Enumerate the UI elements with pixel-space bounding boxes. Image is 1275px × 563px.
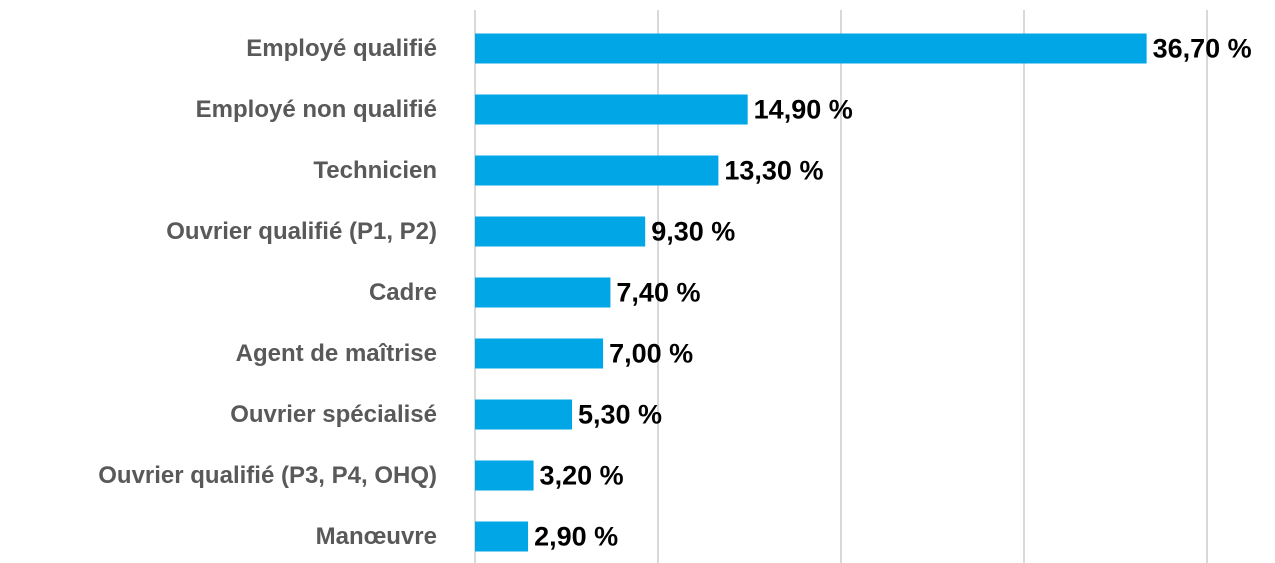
value-label: 3,20 %	[540, 461, 624, 491]
bar	[475, 521, 529, 552]
bar	[475, 338, 604, 369]
y-tick-label: Ouvrier qualifié (P1, P2)	[166, 218, 437, 245]
y-tick-label: Ouvrier qualifié (P3, P4, OHQ)	[98, 462, 437, 489]
bar	[475, 399, 572, 430]
bar	[475, 277, 611, 308]
bar	[475, 460, 534, 491]
y-tick-label: Technicien	[313, 157, 437, 184]
bar	[475, 216, 646, 247]
value-label: 2,90 %	[534, 522, 618, 552]
value-label: 7,40 %	[616, 278, 700, 308]
bar	[475, 155, 719, 186]
value-label: 5,30 %	[578, 400, 662, 430]
bar	[475, 94, 748, 125]
y-tick-label: Cadre	[369, 279, 437, 306]
y-tick-label: Employé qualifié	[246, 35, 437, 62]
value-label: 9,30 %	[651, 217, 735, 247]
y-tick-label: Ouvrier spécialisé	[230, 401, 437, 428]
bar	[475, 33, 1147, 64]
value-label: 36,70 %	[1153, 34, 1252, 64]
y-tick-label: Agent de maîtrise	[236, 340, 437, 367]
value-label: 14,90 %	[754, 95, 853, 125]
value-label: 13,30 %	[724, 156, 823, 186]
y-tick-label: Employé non qualifié	[196, 96, 437, 123]
value-label: 7,00 %	[609, 339, 693, 369]
y-tick-label: Manœuvre	[316, 523, 437, 550]
